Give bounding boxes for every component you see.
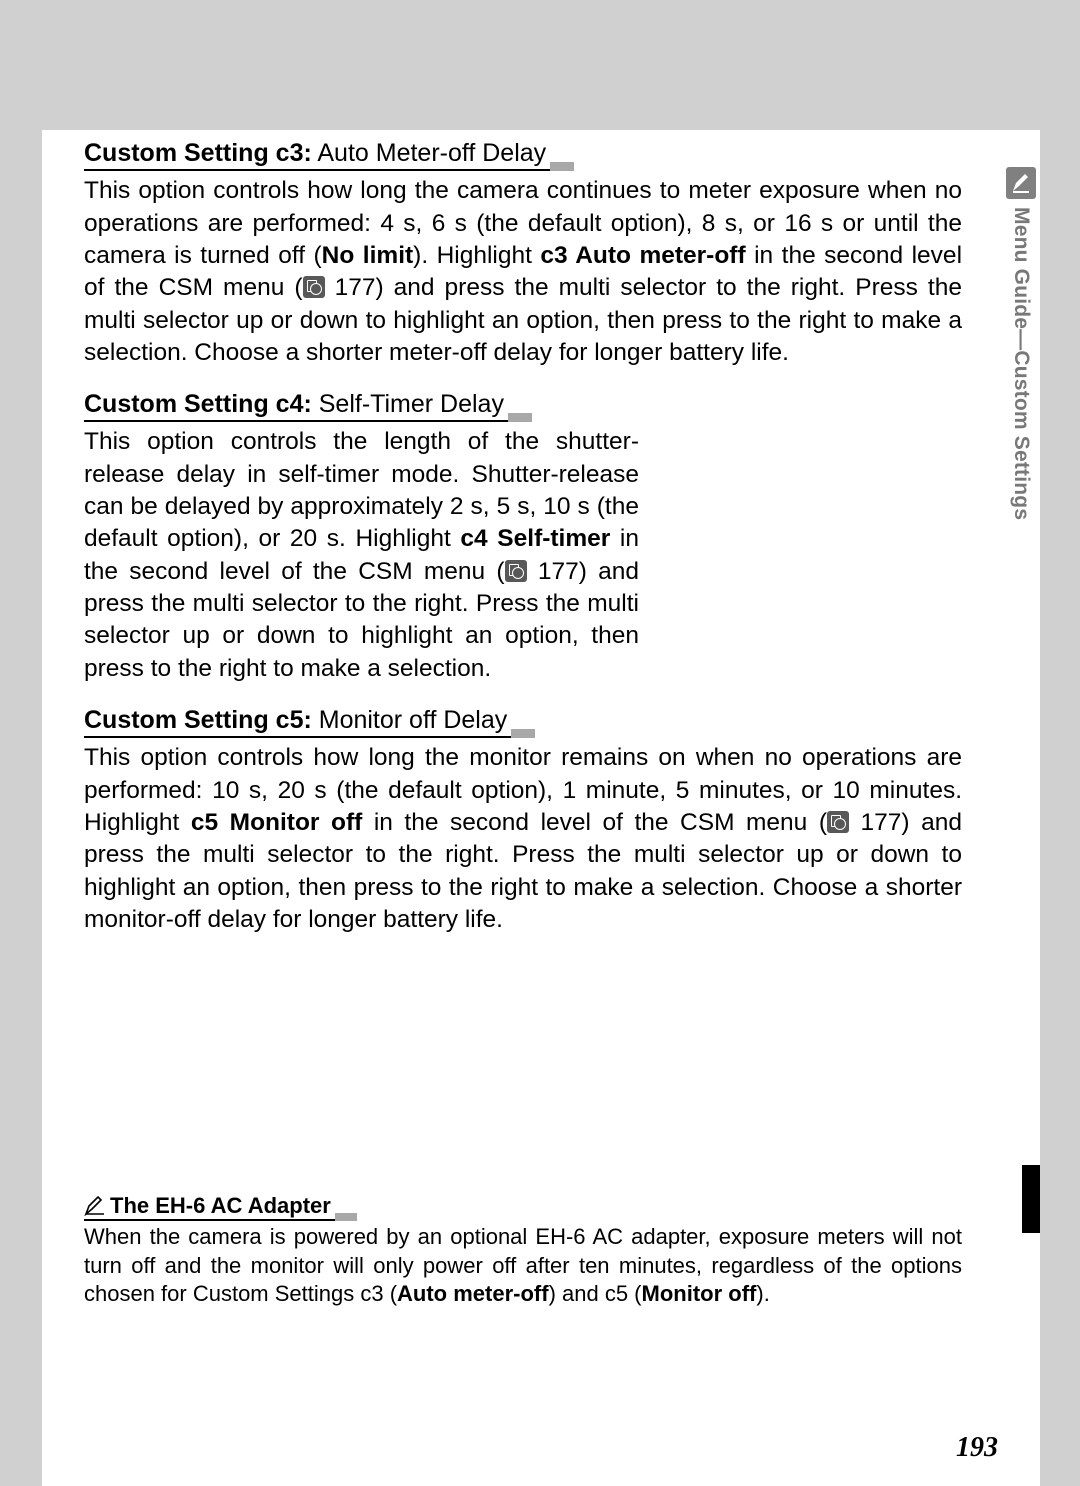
heading-bold: Custom Setting c4: (84, 390, 312, 418)
page-number: 193 (956, 1432, 998, 1464)
manual-page: Custom Setting c3: Auto Meter-off Delay … (42, 0, 1040, 1486)
section-c3-body: This option controls how long the camera… (84, 175, 962, 369)
section-c4: Custom Setting c4: Self-Timer Delay This… (84, 369, 962, 685)
note-heading-text: The EH-6 AC Adapter (110, 1193, 331, 1218)
section-c5: Custom Setting c5: Monitor off Delay Thi… (84, 685, 962, 936)
section-c4-heading: Custom Setting c4: Self-Timer Delay (84, 389, 532, 422)
section-c3: Custom Setting c3: Auto Meter-off Delay … (84, 138, 962, 369)
section-c4-body: This option controls the length of the s… (84, 426, 639, 685)
note-box: The EH-6 AC Adapter When the camera is p… (84, 1193, 962, 1309)
section-c5-body: This option controls how long the monito… (84, 742, 962, 936)
side-tab-label: Menu Guide—Custom Settings (1009, 207, 1033, 520)
heading-rest: Monitor off Delay (312, 706, 507, 734)
page-content: Custom Setting c3: Auto Meter-off Delay … (84, 138, 962, 936)
pencil-menu-icon (1006, 167, 1036, 199)
section-c5-heading: Custom Setting c5: Monitor off Delay (84, 705, 535, 738)
note-body: When the camera is powered by an optiona… (84, 1223, 962, 1309)
top-gray-margin (42, 0, 1040, 130)
side-tab: Menu Guide—Custom Settings (1002, 167, 1040, 520)
note-heading: The EH-6 AC Adapter (84, 1193, 357, 1221)
heading-rest: Auto Meter-off Delay (312, 139, 546, 167)
heading-bold: Custom Setting c5: (84, 706, 312, 734)
heading-rest: Self-Timer Delay (312, 390, 504, 418)
page-reference-icon (505, 560, 527, 582)
pencil-icon (84, 1196, 106, 1216)
section-c3-heading: Custom Setting c3: Auto Meter-off Delay (84, 138, 574, 171)
heading-bold: Custom Setting c3: (84, 139, 312, 167)
thumb-index-block (1022, 1165, 1040, 1233)
page-reference-icon (303, 276, 325, 298)
page-reference-icon (827, 811, 849, 833)
